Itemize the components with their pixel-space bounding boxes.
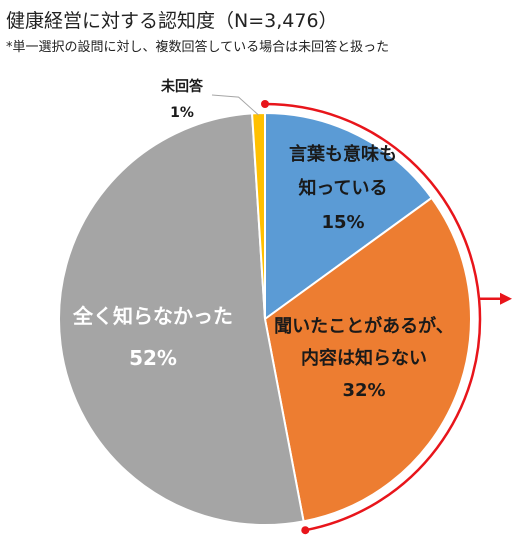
highlight-arc-end-dot	[301, 526, 310, 535]
slice-name-line: 全く知らなかった	[73, 304, 233, 328]
slice-name-line: 未回答	[161, 79, 203, 95]
slice-name-line: 聞いたことがあるが、	[274, 316, 454, 337]
pie-slice-3	[251, 111, 266, 320]
highlight-arrow-head	[500, 292, 512, 305]
pie-slice-2	[58, 112, 305, 526]
slice-percent: 32%	[342, 380, 386, 401]
leader-line	[211, 94, 259, 116]
pie-slice-0	[264, 111, 434, 321]
slice-name-line: 言葉も意味も	[289, 144, 397, 165]
slice-label-heard: 聞いたことがあるが、 内容は知らない 32%	[262, 318, 466, 400]
highlight-arc-end-dot	[261, 100, 269, 108]
slice-percent: 1%	[170, 105, 194, 121]
slice-percent: 15%	[321, 212, 365, 233]
chart-title: 健康経営に対する認知度（N=3,476）	[6, 10, 338, 32]
slice-percent: 52%	[129, 346, 177, 370]
pie-slice-1	[263, 196, 472, 523]
chart-subtitle: *単一選択の設問に対し、複数回答している場合は未回答と扱った	[6, 40, 390, 55]
slice-label-unaware: 全く知らなかった 52%	[58, 306, 248, 368]
slice-label-aware: 言葉も意味も 知っている 15%	[268, 146, 418, 232]
slice-name-line: 内容は知らない	[301, 348, 427, 369]
slice-name-line: 知っている	[298, 178, 388, 199]
slice-label-no-answer: 未回答 1%	[142, 80, 222, 120]
